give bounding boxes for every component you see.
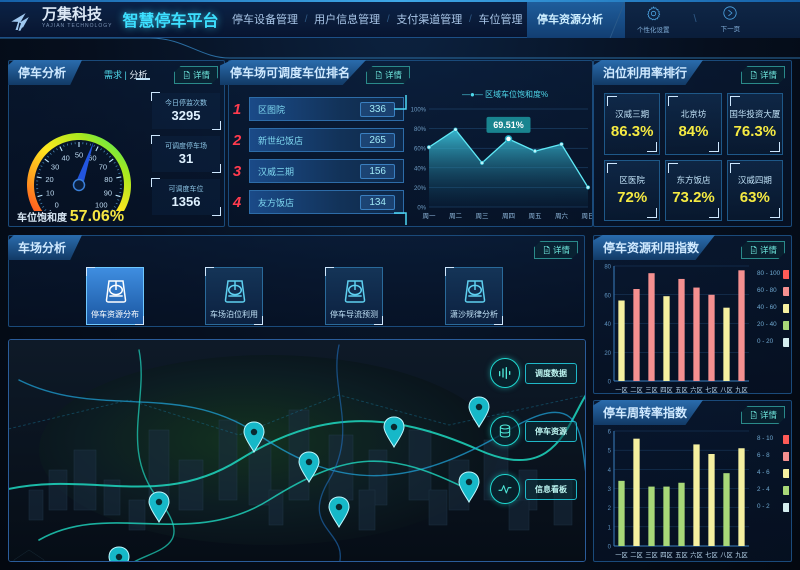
svg-text:50: 50 [75,151,83,160]
svg-text:九区: 九区 [735,385,748,394]
svg-text:0: 0 [608,545,612,551]
svg-text:20: 20 [604,351,611,357]
svg-text:周六: 周六 [555,211,569,220]
svg-text:一区: 一区 [615,551,628,559]
svg-text:四区: 四区 [660,551,673,559]
svg-text:40 - 60: 40 - 60 [757,304,777,311]
svg-text:周五: 周五 [529,212,543,220]
svg-text:周四: 周四 [502,212,515,220]
svg-text:40: 40 [61,154,69,163]
svg-text:周日: 周日 [582,212,593,220]
svg-text:四区: 四区 [660,386,673,394]
svg-text:30: 30 [51,162,59,171]
svg-text:0 - 20: 0 - 20 [757,338,774,345]
svg-text:90: 90 [104,189,112,198]
svg-text:40%: 40% [414,166,427,172]
svg-text:2 - 4: 2 - 4 [757,486,770,493]
svg-text:80: 80 [604,265,611,271]
svg-text:3: 3 [608,487,612,493]
svg-text:4 - 6: 4 - 6 [757,469,770,476]
svg-text:80 - 100: 80 - 100 [757,270,781,277]
svg-text:二区: 二区 [630,386,643,394]
svg-text:七区: 七区 [705,550,718,559]
svg-text:20%: 20% [414,186,427,192]
svg-text:6: 6 [608,430,612,436]
svg-text:八区: 八区 [720,386,733,394]
svg-text:周三: 周三 [476,212,490,220]
svg-text:20: 20 [45,175,53,184]
svg-text:4: 4 [608,468,612,474]
svg-text:六区: 六区 [690,385,703,394]
svg-text:70: 70 [99,162,107,171]
svg-text:6 - 8: 6 - 8 [757,452,770,459]
svg-text:九区: 九区 [735,550,748,559]
svg-text:60: 60 [604,293,611,299]
svg-text:五区: 五区 [675,386,688,394]
svg-text:8 - 10: 8 - 10 [757,435,774,442]
svg-text:0 - 2: 0 - 2 [757,503,770,510]
svg-text:100%: 100% [411,108,427,114]
svg-text:六区: 六区 [690,550,703,559]
svg-text:60 - 80: 60 - 80 [757,287,777,294]
svg-text:60%: 60% [414,147,427,153]
svg-text:周一: 周一 [423,212,437,220]
svg-text:二区: 二区 [630,551,643,559]
svg-text:八区: 八区 [720,551,733,559]
svg-text:一区: 一区 [615,386,628,394]
svg-text:80: 80 [104,175,112,184]
svg-text:80%: 80% [414,127,427,133]
svg-text:三区: 三区 [645,386,658,394]
svg-text:七区: 七区 [705,385,718,394]
svg-text:69.51%: 69.51% [493,120,524,130]
svg-text:三区: 三区 [645,551,658,559]
svg-text:0: 0 [608,380,612,386]
svg-text:10: 10 [46,189,54,198]
svg-text:五区: 五区 [675,551,688,559]
svg-text:5: 5 [608,449,612,455]
svg-text:2: 2 [608,506,612,512]
svg-text:1: 1 [608,525,612,531]
svg-text:周二: 周二 [449,212,463,220]
svg-text:0%: 0% [417,206,426,212]
svg-text:20 - 40: 20 - 40 [757,321,777,328]
svg-text:40: 40 [604,322,611,328]
